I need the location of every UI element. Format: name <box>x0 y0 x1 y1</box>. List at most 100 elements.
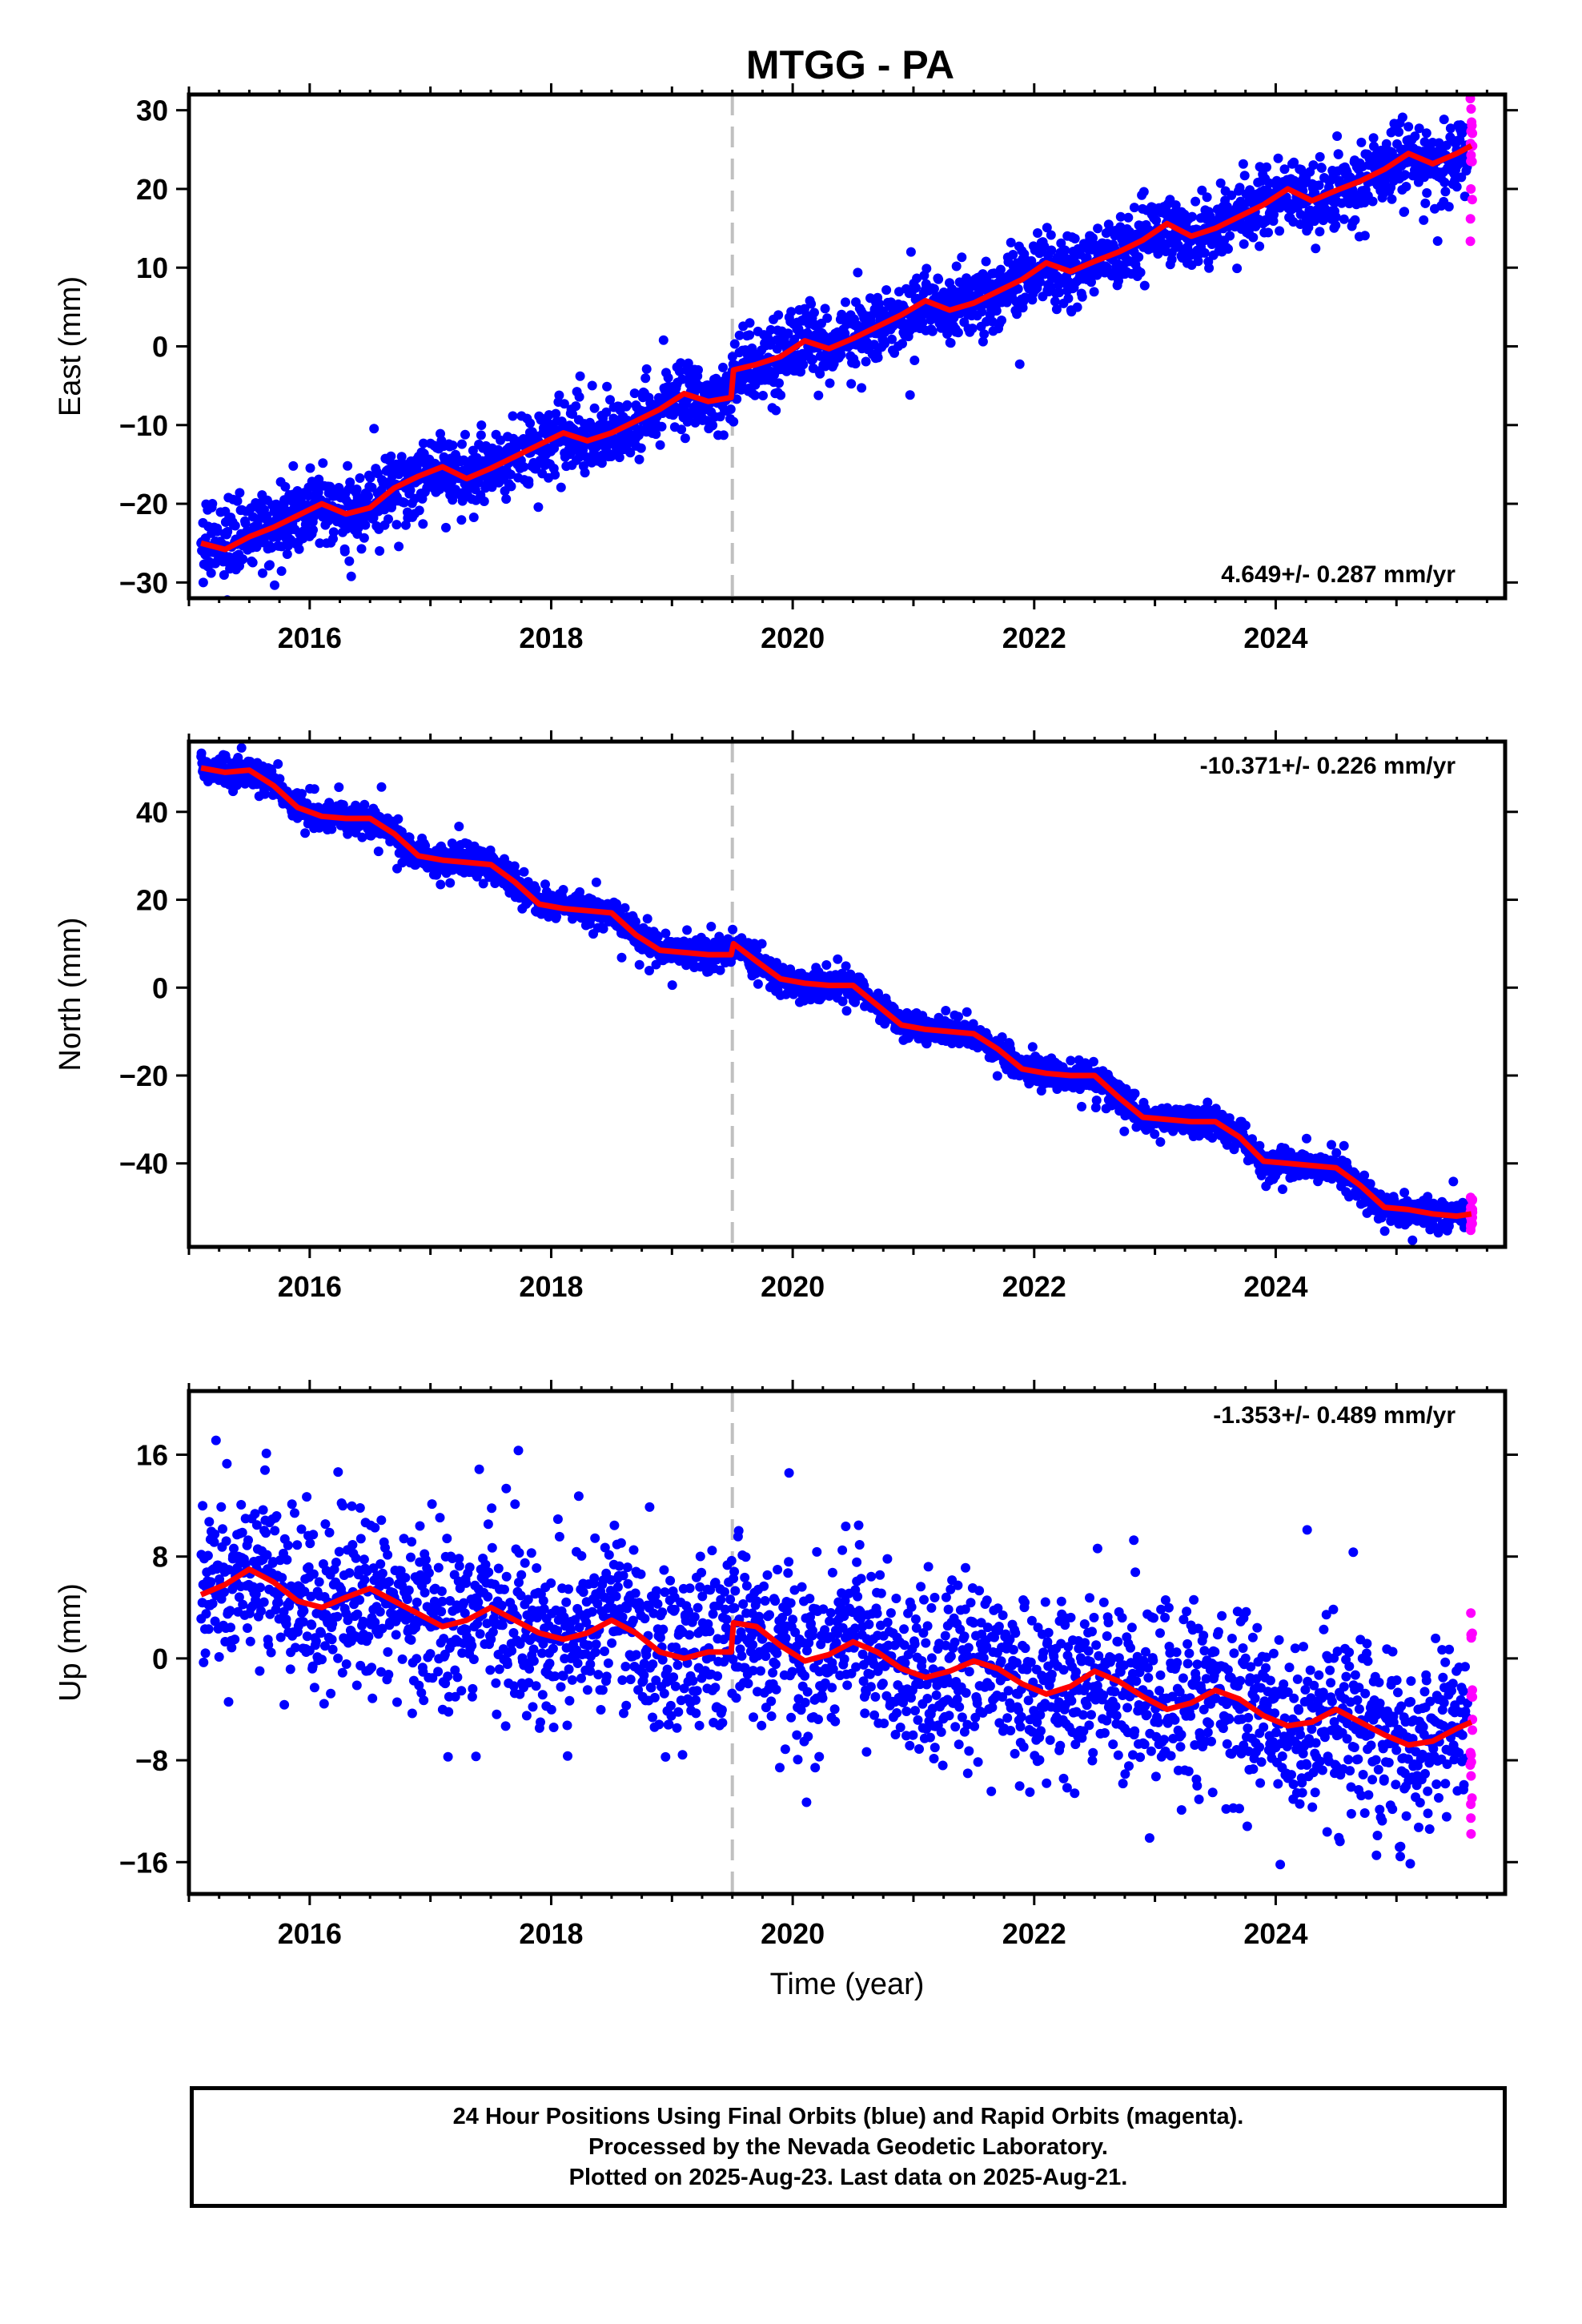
final-orbit-point <box>874 299 884 309</box>
final-orbit-point <box>957 252 967 263</box>
rapid-orbit-point <box>1466 126 1476 136</box>
final-orbit-point <box>655 440 665 450</box>
final-orbit-point <box>1077 292 1087 302</box>
final-orbit-point <box>837 996 848 1007</box>
final-orbit-point <box>589 403 600 413</box>
y-tick-label: 20 <box>136 173 168 206</box>
final-orbit-point <box>1232 263 1243 274</box>
final-orbit-point <box>1248 232 1259 243</box>
final-orbit-points <box>196 742 1472 1245</box>
y-tick-label: −20 <box>119 488 168 521</box>
final-orbit-point <box>841 297 850 308</box>
final-orbit-point <box>365 472 375 483</box>
final-orbit-point <box>1403 122 1414 132</box>
final-orbit-point <box>359 533 369 543</box>
rapid-orbit-point <box>1466 156 1476 167</box>
final-orbit-point <box>1289 157 1299 167</box>
rapid-orbit-point <box>1465 236 1476 247</box>
final-orbit-point <box>559 399 569 409</box>
final-orbit-point <box>265 560 275 570</box>
final-orbit-point <box>605 395 615 405</box>
final-orbit-point <box>841 961 851 971</box>
final-orbit-point <box>728 924 738 935</box>
final-orbit-point <box>383 514 393 525</box>
final-orbit-point <box>1056 238 1066 248</box>
final-orbit-point <box>1432 236 1443 246</box>
final-orbit-point <box>661 928 671 939</box>
y-tick-label: −30 <box>119 566 168 599</box>
final-orbit-point <box>1191 196 1201 207</box>
final-orbit-point <box>850 359 861 369</box>
final-orbit-point <box>979 329 990 340</box>
final-orbit-point <box>206 568 216 578</box>
final-orbit-point <box>677 424 687 435</box>
final-orbit-point <box>1420 198 1431 208</box>
final-orbit-point <box>1359 231 1370 241</box>
final-orbit-point <box>357 832 367 842</box>
final-orbit-point <box>1115 211 1126 222</box>
final-orbit-point <box>351 485 362 494</box>
final-orbit-point <box>1034 1055 1045 1065</box>
final-orbit-point <box>1215 178 1226 188</box>
final-orbit-point <box>457 439 467 449</box>
final-orbit-point <box>1331 220 1341 231</box>
final-orbit-point <box>846 379 857 389</box>
final-orbit-point <box>706 922 717 931</box>
final-orbit-point <box>765 324 776 335</box>
final-orbit-point <box>399 497 409 508</box>
final-orbit-point <box>1308 160 1319 171</box>
final-orbit-point <box>929 283 939 294</box>
final-orbit-point <box>414 505 424 516</box>
final-orbit-point <box>355 473 365 483</box>
final-orbit-point <box>1387 194 1397 204</box>
final-orbit-point <box>587 380 597 391</box>
final-orbit-point <box>1315 151 1325 162</box>
final-orbit-point <box>836 350 846 360</box>
final-orbit-point <box>978 336 988 347</box>
final-orbit-point <box>508 411 518 421</box>
final-orbit-point <box>1367 196 1378 207</box>
final-orbit-point <box>798 360 809 370</box>
final-orbit-point <box>1187 211 1197 222</box>
final-orbit-point <box>247 557 258 568</box>
final-orbit-point <box>677 374 688 384</box>
final-orbit-point <box>418 519 428 529</box>
final-orbit-point <box>288 460 299 471</box>
final-orbit-point <box>1356 137 1367 147</box>
final-orbit-point <box>992 1071 1002 1081</box>
final-orbit-point <box>574 392 584 402</box>
final-orbit-point <box>773 310 784 320</box>
final-orbit-point <box>954 1011 963 1022</box>
final-orbit-point <box>887 334 897 344</box>
final-orbit-point <box>1439 177 1450 187</box>
final-orbit-point <box>1311 243 1321 254</box>
final-orbit-point <box>629 388 640 399</box>
final-orbit-point <box>750 390 760 400</box>
final-orbit-point <box>1440 187 1451 197</box>
final-orbit-point <box>616 952 627 963</box>
final-orbit-point <box>644 966 654 975</box>
final-orbit-point <box>540 879 550 890</box>
final-orbit-point <box>448 440 458 451</box>
final-orbit-point <box>308 512 319 522</box>
final-orbit-point <box>652 931 663 942</box>
final-orbit-point <box>1054 287 1065 298</box>
final-orbit-point <box>468 445 478 456</box>
final-orbit-point <box>825 378 835 388</box>
final-orbit-point <box>1042 223 1052 233</box>
final-orbit-point <box>1119 1126 1130 1136</box>
final-orbit-point <box>630 916 640 927</box>
final-orbit-point <box>359 799 370 810</box>
final-orbit-point <box>223 526 233 537</box>
final-orbit-point <box>598 923 608 934</box>
final-orbit-point <box>641 364 652 374</box>
final-orbit-point <box>941 1006 951 1015</box>
final-orbit-points <box>196 112 1472 598</box>
final-orbit-point <box>946 338 956 348</box>
final-orbit-point <box>328 527 339 537</box>
final-orbit-point <box>745 330 755 340</box>
final-orbit-point <box>1121 1084 1131 1094</box>
y-axis-label: East (mm) <box>54 276 87 416</box>
